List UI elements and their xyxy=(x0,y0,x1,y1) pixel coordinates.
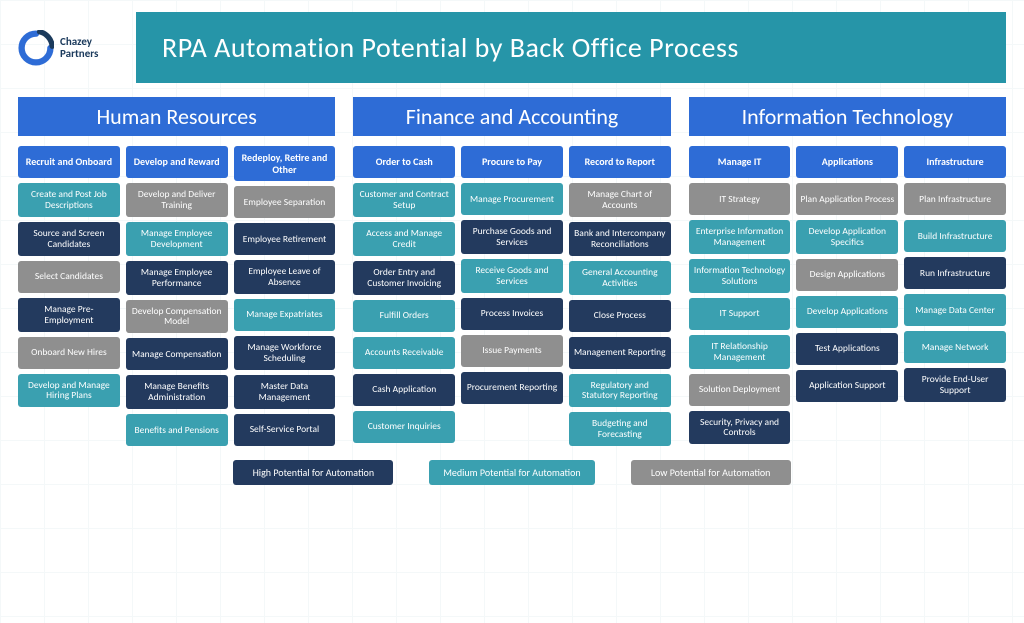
category-row: Recruit and Onboard Create and Post Job D… xyxy=(18,146,335,446)
process-cell: Run Infrastructure xyxy=(904,257,1006,289)
process-cell: Build Infrastructure xyxy=(904,220,1006,252)
process-cell: Provide End-User Support xyxy=(904,368,1006,402)
process-cell: Onboard New Hires xyxy=(18,337,120,369)
logo-icon xyxy=(18,30,54,66)
category-title: Applications xyxy=(796,146,898,178)
process-cell: IT Relationship Management xyxy=(689,335,791,369)
category: Redeploy, Retire and Other Employee Separ… xyxy=(234,146,336,446)
process-cell: Solution Deployment xyxy=(689,374,791,406)
category-title: Order to Cash xyxy=(353,146,455,178)
category-title: Redeploy, Retire and Other xyxy=(234,146,336,181)
process-cell: Manage Chart of Accounts xyxy=(569,183,671,217)
category-title: Record to Report xyxy=(569,146,671,178)
process-cell: Procurement Reporting xyxy=(461,372,563,404)
logo-line1: Chazey xyxy=(60,36,98,48)
section: Information Technology Manage IT IT Strate… xyxy=(689,97,1006,446)
process-cell: Manage Benefits Administration xyxy=(126,375,228,409)
category: Record to Report Manage Chart of Accounts… xyxy=(569,146,671,446)
process-cell: Source and Screen Candidates xyxy=(18,222,120,256)
process-cell: Information Technology Solutions xyxy=(689,259,791,293)
sections-row: Human Resources Recruit and Onboard Create… xyxy=(18,97,1006,446)
process-cell: Develop Applications xyxy=(796,296,898,328)
process-cell: Develop Compensation Model xyxy=(126,300,228,334)
process-cell: Bank and Intercompany Reconciliations xyxy=(569,222,671,256)
process-cell: Select Candidates xyxy=(18,261,120,293)
process-cell: Manage Workforce Scheduling xyxy=(234,336,336,370)
legend-item: Medium Potential for Automation xyxy=(429,460,594,485)
page: Chazey Partners RPA Automation Potential… xyxy=(0,0,1024,493)
category-title: Procure to Pay xyxy=(461,146,563,178)
process-cell: Manage Pre-Employment xyxy=(18,298,120,332)
process-cell: Application Support xyxy=(796,370,898,402)
category: Order to Cash Customer and Contract Setup… xyxy=(353,146,455,446)
section: Human Resources Recruit and Onboard Create… xyxy=(18,97,335,446)
section-title: Finance and Accounting xyxy=(353,97,670,136)
process-cell: Manage Employee Development xyxy=(126,222,228,256)
header: Chazey Partners RPA Automation Potential… xyxy=(18,12,1006,83)
process-cell: IT Support xyxy=(689,298,791,330)
process-cell: Issue Payments xyxy=(461,335,563,367)
process-cell: Create and Post Job Descriptions xyxy=(18,183,120,217)
logo-line2: Partners xyxy=(60,48,98,60)
legend-item: Low Potential for Automation xyxy=(631,460,791,485)
process-cell: Access and Manage Credit xyxy=(353,222,455,256)
process-cell: Order Entry and Customer Invoicing xyxy=(353,261,455,295)
process-cell: Close Process xyxy=(569,300,671,332)
process-cell: Customer Inquiries xyxy=(353,411,455,443)
category: Manage IT IT Strategy Enterprise Informati… xyxy=(689,146,791,444)
process-cell: Plan Infrastructure xyxy=(904,183,1006,215)
process-cell: Regulatory and Statutory Reporting xyxy=(569,374,671,408)
category-title: Recruit and Onboard xyxy=(18,146,120,178)
process-cell: Receive Goods and Services xyxy=(461,259,563,293)
process-cell: Process Invoices xyxy=(461,298,563,330)
section-title: Information Technology xyxy=(689,97,1006,136)
process-cell: Cash Application xyxy=(353,374,455,406)
process-cell: Manage Expatriates xyxy=(234,299,336,331)
process-cell: Employee Separation xyxy=(234,186,336,218)
process-cell: Customer and Contract Setup xyxy=(353,183,455,217)
process-cell: Management Reporting xyxy=(569,337,671,369)
process-cell: Manage Compensation xyxy=(126,338,228,370)
category-row: Manage IT IT Strategy Enterprise Informati… xyxy=(689,146,1006,444)
process-cell: Budgeting and Forecasting xyxy=(569,412,671,446)
process-cell: Manage Network xyxy=(904,331,1006,363)
process-cell: Self-Service Portal xyxy=(234,414,336,446)
category-row: Order to Cash Customer and Contract Setup… xyxy=(353,146,670,446)
process-cell: General Accounting Activities xyxy=(569,261,671,295)
process-cell: Security, Privacy and Controls xyxy=(689,411,791,445)
process-cell: Manage Procurement xyxy=(461,183,563,215)
page-title: RPA Automation Potential by Back Office … xyxy=(136,12,1006,83)
section-title: Human Resources xyxy=(18,97,335,136)
legend: High Potential for Automation Medium Pote… xyxy=(18,460,1006,485)
process-cell: Employee Retirement xyxy=(234,223,336,255)
process-cell: IT Strategy xyxy=(689,183,791,215)
section: Finance and Accounting Order to Cash Custo… xyxy=(353,97,670,446)
category-title: Infrastructure xyxy=(904,146,1006,178)
process-cell: Plan Application Process xyxy=(796,183,898,215)
category: Develop and Reward Develop and Deliver Tr… xyxy=(126,146,228,446)
process-cell: Master Data Management xyxy=(234,375,336,409)
category: Procure to Pay Manage Procurement Purchase… xyxy=(461,146,563,446)
process-cell: Fulfill Orders xyxy=(353,300,455,332)
logo-text: Chazey Partners xyxy=(60,36,98,59)
category: Infrastructure Plan Infrastructure Build I… xyxy=(904,146,1006,444)
process-cell: Develop and Manage Hiring Plans xyxy=(18,374,120,408)
category: Applications Plan Application Process Deve… xyxy=(796,146,898,444)
process-cell: Develop and Deliver Training xyxy=(126,183,228,217)
process-cell: Benefits and Pensions xyxy=(126,414,228,446)
legend-item: High Potential for Automation xyxy=(233,460,393,485)
process-cell: Develop Application Specifics xyxy=(796,220,898,254)
process-cell: Employee Leave of Absence xyxy=(234,260,336,294)
category-title: Manage IT xyxy=(689,146,791,178)
process-cell: Purchase Goods and Services xyxy=(461,220,563,254)
category-title: Develop and Reward xyxy=(126,146,228,178)
process-cell: Enterprise Information Management xyxy=(689,220,791,254)
process-cell: Accounts Receivable xyxy=(353,337,455,369)
process-cell: Test Applications xyxy=(796,333,898,365)
logo: Chazey Partners xyxy=(18,30,118,66)
category: Recruit and Onboard Create and Post Job D… xyxy=(18,146,120,446)
process-cell: Manage Data Center xyxy=(904,294,1006,326)
process-cell: Manage Employee Performance xyxy=(126,261,228,295)
process-cell: Design Applications xyxy=(796,259,898,291)
